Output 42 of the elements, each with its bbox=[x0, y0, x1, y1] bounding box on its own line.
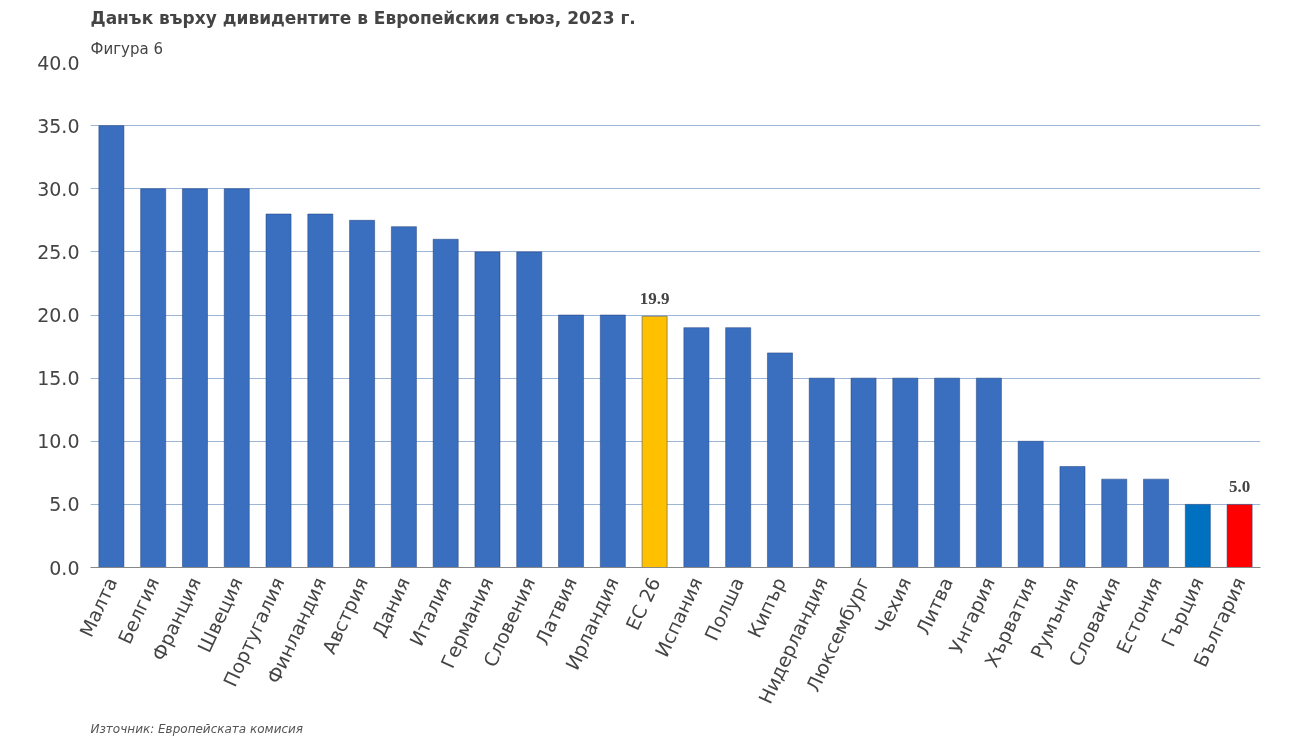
bar bbox=[98, 125, 125, 568]
bar bbox=[934, 377, 960, 568]
y-tick-label: 15.0 bbox=[37, 367, 80, 390]
y-tick-label: 5.0 bbox=[49, 493, 80, 516]
bar bbox=[307, 213, 334, 568]
bar bbox=[1226, 504, 1253, 568]
bar bbox=[1101, 478, 1128, 568]
data-label: 19.9 bbox=[639, 289, 670, 309]
bar bbox=[892, 377, 919, 568]
bar bbox=[600, 314, 626, 568]
y-tick-label: 0.0 bbox=[49, 556, 80, 579]
bar bbox=[850, 377, 877, 568]
bar bbox=[558, 314, 584, 568]
text: Фигура 6 bbox=[90, 39, 163, 58]
y-tick-label: 35.0 bbox=[37, 114, 80, 137]
y-tick-label: 10.0 bbox=[37, 430, 80, 453]
bar bbox=[516, 251, 543, 568]
bar bbox=[391, 226, 417, 568]
data-label: 5.0 bbox=[1228, 477, 1251, 497]
bar bbox=[1017, 441, 1044, 568]
bar bbox=[641, 316, 668, 568]
y-tick-label: 20.0 bbox=[37, 304, 80, 326]
bar bbox=[474, 251, 501, 568]
bar bbox=[1059, 466, 1086, 568]
bar bbox=[223, 188, 250, 568]
bar bbox=[182, 188, 208, 568]
bar bbox=[808, 377, 835, 568]
bar bbox=[767, 352, 793, 568]
bar bbox=[683, 327, 710, 568]
bar bbox=[140, 188, 166, 568]
bar bbox=[432, 239, 459, 568]
chart-title: Данък върху дивидентите в Европейския съюз, 2023 г. bbox=[90, 7, 636, 28]
bar bbox=[1185, 504, 1211, 568]
y-tick-label: 30.0 bbox=[37, 177, 80, 200]
bar bbox=[725, 327, 751, 568]
y-tick-label: 25.0 bbox=[37, 240, 80, 263]
bar bbox=[265, 213, 292, 568]
bar bbox=[349, 220, 375, 568]
bar bbox=[1143, 478, 1169, 568]
y-tick-label: 40.0 bbox=[37, 51, 80, 74]
bar bbox=[976, 377, 1002, 568]
text: Източник: Европейската комисия bbox=[90, 721, 304, 736]
